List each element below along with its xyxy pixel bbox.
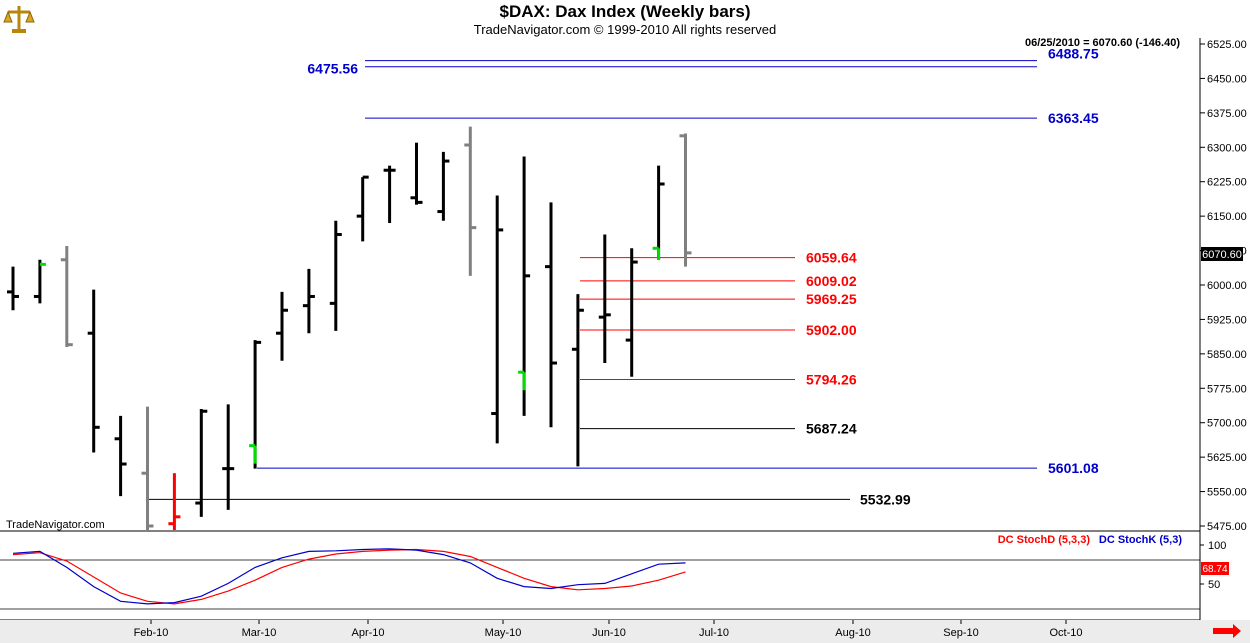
price-tick-label: 5925.00 [1207,314,1247,326]
level-label: 5532.99 [860,491,911,507]
chart-header: $DAX: Dax Index (Weekly bars) TradeNavig… [0,0,1250,38]
price-tick-label: 6150.00 [1207,211,1247,223]
date-tick-label: Sep-10 [943,627,978,639]
price-axis: 6525.00 6450.00 6375.00 6300.00 6225.00 6150.… [1200,39,1247,533]
date-tick-label: Apr-10 [351,627,384,639]
level-label: 6009.02 [806,273,857,289]
date-tick-label: May-10 [485,627,522,639]
price-tick-label: 5850.00 [1207,349,1247,361]
level-label: 6475.56 [307,61,358,77]
price-tick-label: 6300.00 [1207,142,1247,154]
scroll-right-arrow-icon[interactable] [1213,624,1241,638]
level-label: 5969.25 [806,291,857,307]
level-label: 6488.75 [1048,46,1099,62]
stoch-k-legend: DC StochK (5,3) [1099,534,1182,546]
level-label: 5794.26 [806,371,857,387]
last-price-marker: 6070.60 [1201,247,1243,261]
price-tick-label: 6525.00 [1207,39,1247,51]
price-tick-label: 5475.00 [1207,521,1247,533]
price-tick-label: 5550.00 [1207,487,1247,499]
date-tick-label: Jun-10 [592,627,626,639]
last-price-label: 6070.60 [1202,249,1242,261]
level-label: 6059.64 [806,250,857,266]
price-tick-label: 6000.00 [1207,280,1247,292]
date-axis: Feb-10 Mar-10 Apr-10 May-10 Jun-10 Jul-10 Aug-… [134,620,1083,639]
chart-title: $DAX: Dax Index (Weekly bars) [499,2,751,21]
price-tick-label: 5625.00 [1207,452,1247,464]
level-label: 6363.45 [1048,110,1099,126]
date-tick-label: Jul-10 [699,627,729,639]
chart-subtitle: TradeNavigator.com © 1999-2010 All right… [473,22,777,37]
date-tick-label: Feb-10 [134,627,169,639]
ohlc-bars [7,126,692,530]
date-tick-label: Oct-10 [1049,627,1082,639]
stoch-k-line [12,548,686,605]
trade-navigator-logo-icon [2,2,36,36]
price-tick-label: 6225.00 [1207,177,1247,189]
price-tick-label: 6450.00 [1207,73,1247,85]
level-label: 5902.00 [806,322,857,338]
stoch-tick-50: 50 [1208,579,1220,591]
date-tick-label: Aug-10 [835,627,870,639]
price-levels: 6488.75 6475.56 6363.45 6059.64 6009.02 5969.… [148,46,1099,507]
level-label: 5601.08 [1048,460,1099,476]
date-tick-label: Mar-10 [242,627,277,639]
stoch-d-line [12,548,686,605]
price-tick-label: 6375.00 [1207,108,1247,120]
quote-readout: 06/25/2010 = 6070.60 (-146.40) [1025,37,1180,49]
watermark-text: TradeNavigator.com [6,519,105,531]
price-tick-label: 5700.00 [1207,418,1247,430]
stoch-tick-100: 100 [1208,540,1226,552]
level-label: 5687.24 [806,421,857,437]
price-tick-label: 5775.00 [1207,383,1247,395]
stoch-d-legend: DC StochD (5,3,3) [998,534,1091,546]
stoch-last-value: 68.74 [1202,564,1227,575]
stochastic-panel: DC StochD (5,3,3) DC StochK (5,3) 100 50… [0,534,1229,610]
